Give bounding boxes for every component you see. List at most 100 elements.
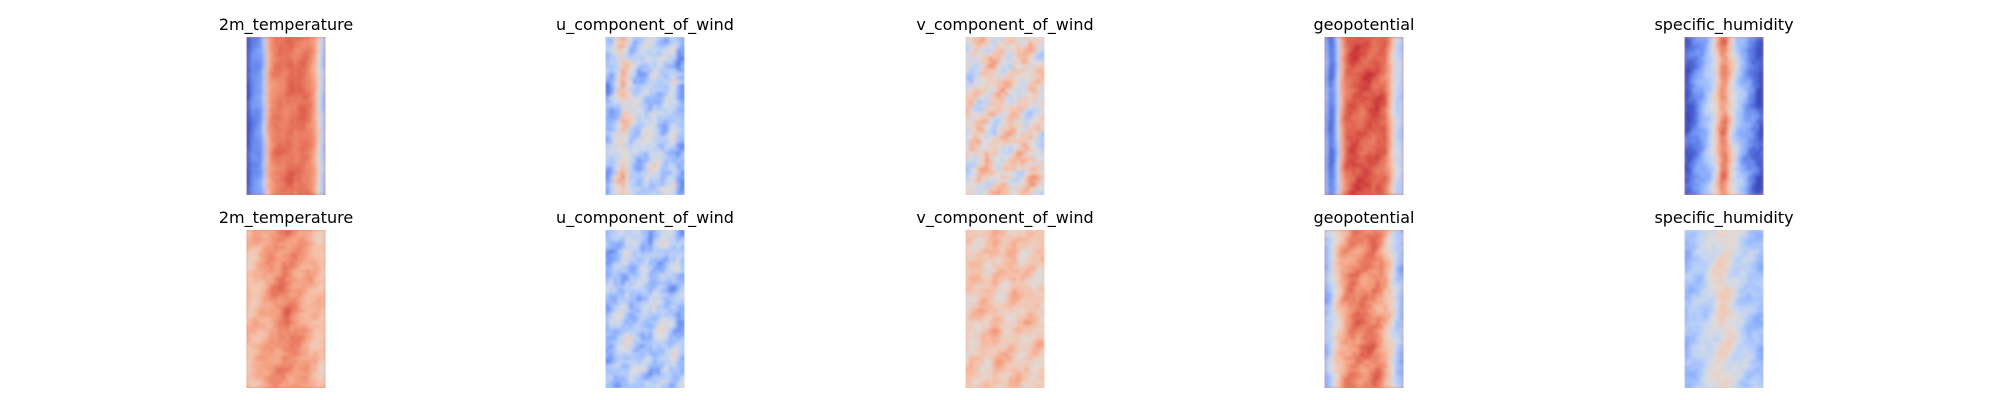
heatmap-cell xyxy=(1375,155,1381,160)
heatmap-cell xyxy=(624,68,630,73)
heatmap-cell xyxy=(1359,182,1365,188)
heatmap-cell xyxy=(636,178,642,184)
heatmap-cell xyxy=(250,230,255,235)
heatmap-cell xyxy=(1020,131,1026,137)
heatmap-cell xyxy=(262,68,267,73)
heatmap-cell xyxy=(1367,119,1373,125)
heatmap-cell xyxy=(1692,163,1697,168)
heatmap-cell xyxy=(969,167,974,172)
heatmap-cell xyxy=(301,230,307,235)
heatmap-cell xyxy=(1723,163,1729,168)
heatmap-cell xyxy=(621,115,626,121)
heatmap-cell xyxy=(1332,147,1337,152)
heatmap-cell xyxy=(1727,155,1733,160)
heatmap-cell xyxy=(265,103,271,109)
heatmap-cell xyxy=(1351,182,1357,188)
heatmap-cell xyxy=(1020,68,1026,73)
heatmap-cell xyxy=(1383,174,1388,180)
heatmap-cell xyxy=(305,131,310,137)
heatmap-cell xyxy=(1383,115,1388,121)
heatmap-cell xyxy=(301,147,307,152)
heatmap-cell xyxy=(317,84,322,89)
heatmap-cell xyxy=(644,80,650,85)
heatmap-cell xyxy=(621,44,626,50)
heatmap-cell xyxy=(1727,80,1733,85)
heatmap-cell xyxy=(1379,127,1385,133)
heatmap-cell xyxy=(277,92,283,97)
heatmap-cell xyxy=(265,44,271,50)
heatmap-cell xyxy=(1743,107,1748,113)
heatmap-cell xyxy=(1703,56,1709,61)
heatmap-cell xyxy=(1351,56,1357,61)
heatmap-cell xyxy=(1719,95,1725,101)
heatmap-cell xyxy=(289,190,295,195)
heatmap-cell xyxy=(1759,88,1764,93)
heatmap-cell xyxy=(609,84,614,89)
heatmap-cell xyxy=(250,84,255,89)
heatmap-cell xyxy=(1347,107,1353,113)
heatmap-cell xyxy=(317,245,322,251)
heatmap-cell xyxy=(309,352,314,357)
heatmap-cell xyxy=(624,80,630,85)
heatmap-cell xyxy=(258,155,263,160)
heatmap-cell xyxy=(1040,92,1045,97)
heatmap-cell xyxy=(1707,72,1713,77)
heatmap-cell xyxy=(1743,99,1748,105)
heatmap-cell xyxy=(640,84,646,89)
heatmap-cell xyxy=(632,123,638,129)
heatmap-cell xyxy=(313,44,318,50)
heatmap-cell xyxy=(1387,76,1392,81)
heatmap-cell xyxy=(1751,167,1756,172)
heatmap-cell xyxy=(254,371,259,377)
heatmap-cell xyxy=(1707,159,1713,164)
heatmap-cell xyxy=(317,241,322,247)
heatmap-cell xyxy=(652,151,658,156)
heatmap-cell xyxy=(269,111,275,117)
heatmap-cell xyxy=(1723,52,1729,58)
heatmap-cell xyxy=(309,182,314,188)
heatmap-cell xyxy=(1020,174,1026,180)
heatmap-cell xyxy=(309,37,314,42)
heatmap-cell xyxy=(648,127,654,133)
heatmap-cell xyxy=(285,230,291,235)
heatmap-cell xyxy=(1028,84,1033,89)
heatmap-cell xyxy=(265,190,271,195)
heatmap-cell xyxy=(1347,143,1353,148)
heatmap-cell xyxy=(1028,167,1033,172)
heatmap-cell xyxy=(285,171,291,176)
heatmap-cell xyxy=(254,253,259,258)
heatmap-cell xyxy=(309,237,314,243)
heatmap-cell xyxy=(668,174,673,180)
heatmap-cell xyxy=(305,68,310,73)
heatmap-cell xyxy=(1375,92,1381,97)
heatmap-cell xyxy=(321,328,326,333)
heatmap-cell xyxy=(281,237,287,243)
heatmap-cell xyxy=(265,123,271,129)
heatmap-cell xyxy=(609,182,614,188)
heatmap-cell xyxy=(262,281,267,286)
heatmap-cell xyxy=(672,56,677,61)
heatmap-cell xyxy=(1399,131,1404,137)
heatmap-cell xyxy=(262,37,267,42)
heatmap-cell xyxy=(250,182,255,188)
heatmap-cell xyxy=(672,143,677,148)
heatmap-cell xyxy=(1743,44,1748,50)
heatmap-cell xyxy=(297,312,303,318)
heatmap-cell xyxy=(1688,143,1693,148)
heatmap-cell xyxy=(624,88,630,93)
heatmap-cell xyxy=(313,155,318,160)
heatmap-cell xyxy=(309,139,314,144)
heatmap-cell xyxy=(1020,107,1026,113)
heatmap-cell xyxy=(250,253,255,258)
heatmap-cell xyxy=(1355,80,1361,85)
heatmap-cell xyxy=(273,131,279,137)
heatmap-cell xyxy=(254,143,259,148)
heatmap-cell xyxy=(1715,167,1721,172)
heatmap-cell xyxy=(1731,103,1737,109)
heatmap-cell xyxy=(273,190,279,195)
heatmap-cell xyxy=(680,40,685,46)
heatmap-cell xyxy=(281,76,287,81)
heatmap-cell xyxy=(1036,186,1041,192)
heatmap-cell xyxy=(660,257,666,262)
heatmap-cell xyxy=(621,167,626,172)
